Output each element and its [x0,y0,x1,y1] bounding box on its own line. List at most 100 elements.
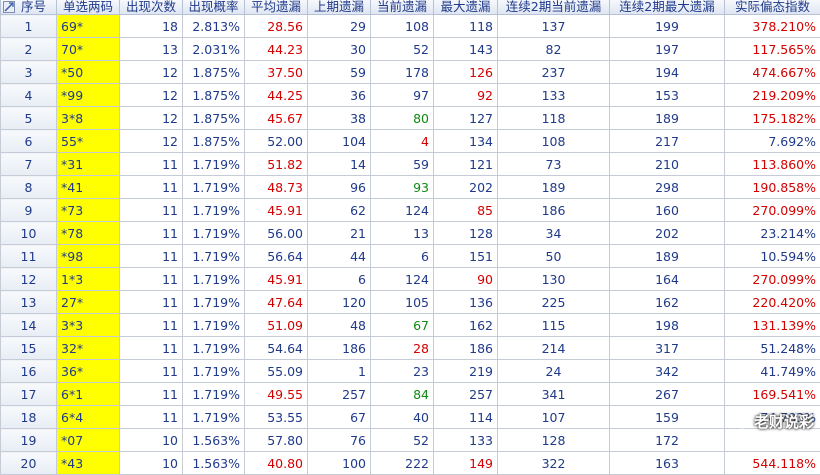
cell-skew-index[interactable]: 474.667% [725,61,820,84]
column-header-c2-max-miss[interactable]: 连续2期最大遗漏 [610,0,725,15]
cell-current-miss[interactable]: 80 [371,107,434,130]
cell-current-miss[interactable]: 178 [371,61,434,84]
cell-probability[interactable]: 1.719% [183,337,245,360]
cell-avg-miss[interactable]: 37.50 [245,61,308,84]
cell-skew-index[interactable]: 219.209% [725,84,820,107]
cell-avg-miss[interactable]: 44.25 [245,84,308,107]
cell-c2-current-miss[interactable]: 82 [498,38,610,61]
cell-probability[interactable]: 1.719% [183,406,245,429]
cell-last-miss[interactable]: 104 [308,130,371,153]
cell-skew-index[interactable]: 270.099% [725,268,820,291]
cell-avg-miss[interactable]: 40.80 [245,452,308,475]
cell-index[interactable]: 16 [1,360,57,383]
cell-current-miss[interactable]: 28 [371,337,434,360]
cell-c2-current-miss[interactable]: 73 [498,153,610,176]
cell-last-miss[interactable]: 257 [308,383,371,406]
cell-count[interactable]: 11 [120,268,183,291]
cell-last-miss[interactable]: 96 [308,176,371,199]
cell-probability[interactable]: 1.719% [183,153,245,176]
cell-count[interactable]: 13 [120,38,183,61]
cell-index[interactable]: 3 [1,61,57,84]
cell-max-miss[interactable]: 151 [434,245,498,268]
cell-skew-index[interactable]: 175.182% [725,107,820,130]
cell-probability[interactable]: 1.719% [183,360,245,383]
column-header-probability[interactable]: 出现概率 [183,0,245,15]
cell-count[interactable]: 11 [120,245,183,268]
cell-c2-max-miss[interactable]: 342 [610,360,725,383]
cell-code[interactable]: *50 [57,61,120,84]
cell-last-miss[interactable]: 6 [308,268,371,291]
cell-avg-miss[interactable]: 28.56 [245,15,308,38]
cell-current-miss[interactable]: 13 [371,222,434,245]
cell-count[interactable]: 12 [120,107,183,130]
cell-index[interactable]: 6 [1,130,57,153]
cell-skew-index[interactable]: 169.541% [725,383,820,406]
cell-probability[interactable]: 2.813% [183,15,245,38]
cell-count[interactable]: 11 [120,176,183,199]
cell-index[interactable]: 5 [1,107,57,130]
cell-max-miss[interactable]: 143 [434,38,498,61]
cell-code[interactable]: *78 [57,222,120,245]
cell-probability[interactable]: 1.719% [183,176,245,199]
cell-max-miss[interactable]: 257 [434,383,498,406]
cell-max-miss[interactable]: 219 [434,360,498,383]
cell-c2-max-miss[interactable]: 267 [610,383,725,406]
cell-last-miss[interactable]: 76 [308,429,371,452]
cell-code[interactable]: *73 [57,199,120,222]
cell-code[interactable]: 3*8 [57,107,120,130]
cell-probability[interactable]: 1.719% [183,268,245,291]
cell-index[interactable]: 19 [1,429,57,452]
cell-c2-current-miss[interactable]: 322 [498,452,610,475]
cell-last-miss[interactable]: 30 [308,38,371,61]
cell-c2-current-miss[interactable]: 214 [498,337,610,360]
column-header-count[interactable]: 出现次数 [120,0,183,15]
cell-avg-miss[interactable]: 57.80 [245,429,308,452]
cell-code[interactable]: 55* [57,130,120,153]
cell-last-miss[interactable]: 120 [308,291,371,314]
cell-skew-index[interactable]: 117.565% [725,38,820,61]
cell-last-miss[interactable]: 67 [308,406,371,429]
cell-count[interactable]: 11 [120,291,183,314]
column-header-code[interactable]: 单选两码 [57,0,120,15]
cell-avg-miss[interactable]: 49.55 [245,383,308,406]
cell-index[interactable]: 13 [1,291,57,314]
cell-last-miss[interactable]: 100 [308,452,371,475]
cell-c2-current-miss[interactable]: 115 [498,314,610,337]
cell-count[interactable]: 11 [120,199,183,222]
cell-count[interactable]: 18 [120,15,183,38]
cell-current-miss[interactable]: 4 [371,130,434,153]
cell-c2-current-miss[interactable]: 34 [498,222,610,245]
cell-c2-current-miss[interactable]: 128 [498,429,610,452]
cell-probability[interactable]: 1.719% [183,314,245,337]
cell-count[interactable]: 12 [120,61,183,84]
cell-count[interactable]: 11 [120,314,183,337]
cell-count[interactable]: 11 [120,222,183,245]
cell-current-miss[interactable]: 84 [371,383,434,406]
cell-code[interactable]: *31 [57,153,120,176]
cell-skew-index[interactable]: 41.749% [725,360,820,383]
cell-count[interactable]: 11 [120,383,183,406]
cell-code[interactable]: *43 [57,452,120,475]
cell-c2-current-miss[interactable]: 107 [498,406,610,429]
cell-index[interactable]: 4 [1,84,57,107]
cell-code[interactable]: *99 [57,84,120,107]
cell-skew-index[interactable]: 7.692% [725,130,820,153]
cell-code[interactable]: 69* [57,15,120,38]
column-header-max-miss[interactable]: 最大遗漏 [434,0,498,15]
cell-avg-miss[interactable]: 53.55 [245,406,308,429]
cell-current-miss[interactable]: 6 [371,245,434,268]
cell-last-miss[interactable]: 59 [308,61,371,84]
cell-c2-current-miss[interactable]: 237 [498,61,610,84]
cell-index[interactable]: 8 [1,176,57,199]
cell-c2-max-miss[interactable]: 189 [610,245,725,268]
cell-avg-miss[interactable]: 51.82 [245,153,308,176]
cell-code[interactable]: 6*4 [57,406,120,429]
cell-index[interactable]: 17 [1,383,57,406]
column-header-last-miss[interactable]: 上期遗漏 [308,0,371,15]
cell-c2-current-miss[interactable]: 24 [498,360,610,383]
cell-code[interactable]: 27* [57,291,120,314]
